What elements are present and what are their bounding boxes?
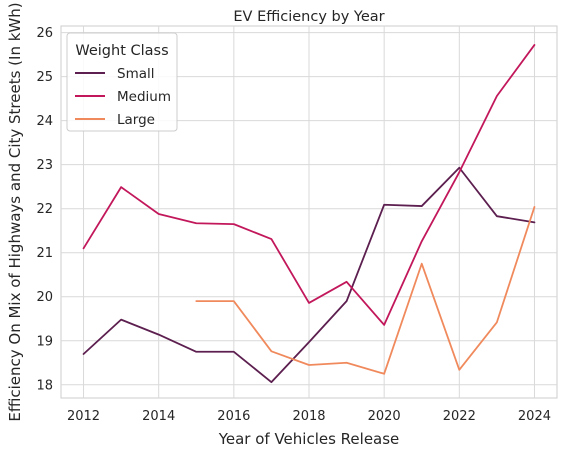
y-tick-label: 21 [36,246,53,261]
x-tick-label: 2016 [217,409,250,424]
legend-label-large: Large [117,112,155,128]
legend-title: Weight Class [75,43,168,59]
x-tick-label: 2020 [368,409,401,424]
y-tick-label: 24 [36,114,53,129]
x-tick-label: 2024 [518,409,551,424]
y-tick-label: 18 [36,378,53,393]
legend: Weight Class Small Medium Large [66,32,178,132]
y-axis-label: Efficiency On Mix of Highways and City S… [6,2,24,421]
x-axis-label: Year of Vehicles Release [218,430,400,448]
y-tick-label: 22 [36,202,53,217]
x-tick-label: 2012 [67,409,100,424]
y-tick-label: 19 [36,334,53,349]
legend-label-medium: Medium [117,89,171,105]
legend-box [66,32,178,132]
series-line-medium [82,44,536,326]
y-tick-label: 23 [36,158,53,173]
chart-title: EV Efficiency by Year [233,9,384,25]
series-line-large [195,206,536,375]
x-tick-label: 2014 [142,409,175,424]
x-axis-ticks: 2012 2014 2016 2018 2020 2022 2024 [67,409,551,424]
series-line-small [82,166,536,384]
y-tick-label: 25 [36,70,53,85]
series-lines [82,44,536,384]
y-tick-label: 20 [36,290,53,305]
y-axis-ticks: 18 19 20 21 22 23 24 25 26 [36,26,53,393]
x-tick-label: 2022 [443,409,476,424]
x-tick-label: 2018 [292,409,325,424]
legend-label-small: Small [117,66,155,82]
y-tick-label: 26 [36,26,53,41]
